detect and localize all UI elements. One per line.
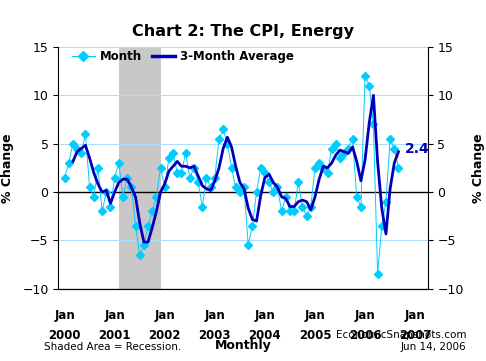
Text: 2001: 2001	[98, 329, 131, 342]
Text: Monthly: Monthly	[215, 339, 271, 352]
Text: 2003: 2003	[199, 329, 231, 342]
Text: 2004: 2004	[249, 329, 281, 342]
Text: Jan: Jan	[205, 309, 225, 322]
Y-axis label: % Change: % Change	[1, 133, 14, 203]
Bar	[119, 47, 160, 289]
Text: Jan: Jan	[255, 309, 275, 322]
Text: Shaded Area = Recession.: Shaded Area = Recession.	[44, 342, 181, 352]
Text: Jan: Jan	[305, 309, 325, 322]
Legend: Month, 3-Month Average: Month, 3-Month Average	[71, 51, 294, 64]
Title: Chart 2: The CPI, Energy: Chart 2: The CPI, Energy	[132, 24, 354, 39]
Text: Jan: Jan	[355, 309, 376, 322]
Text: 2006: 2006	[349, 329, 382, 342]
Text: 2002: 2002	[149, 329, 181, 342]
Text: EconomicSnapshots.com
Jun 14, 2006: EconomicSnapshots.com Jun 14, 2006	[336, 330, 467, 352]
Text: 2005: 2005	[299, 329, 331, 342]
Text: 2.4: 2.4	[405, 142, 430, 156]
Text: Jan: Jan	[405, 309, 426, 322]
Text: 2000: 2000	[48, 329, 81, 342]
Text: Jan: Jan	[54, 309, 75, 322]
Y-axis label: % Change: % Change	[472, 133, 485, 203]
Text: Jan: Jan	[104, 309, 125, 322]
Text: 2007: 2007	[399, 329, 432, 342]
Text: Jan: Jan	[155, 309, 175, 322]
